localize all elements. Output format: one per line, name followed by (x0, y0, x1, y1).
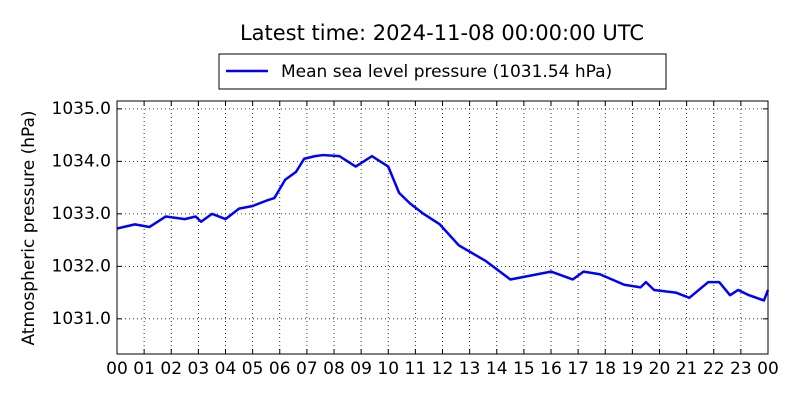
x-tick-label: 03 (188, 359, 210, 379)
x-tick-label: 00 (757, 359, 779, 379)
x-tick-label: 22 (703, 359, 725, 379)
x-tick-label: 11 (405, 359, 427, 379)
y-axis-label: Atmospheric pressure (hPa) (19, 110, 39, 345)
x-tick-label: 23 (730, 359, 752, 379)
x-tick-label: 10 (377, 359, 399, 379)
x-tick-label: 21 (676, 359, 698, 379)
x-tick-label: 14 (486, 359, 508, 379)
x-tick-label: 13 (459, 359, 481, 379)
x-tick-label: 05 (242, 359, 264, 379)
x-tick-label: 19 (622, 359, 644, 379)
x-tick-label: 12 (432, 359, 454, 379)
x-tick-label: 15 (513, 359, 535, 379)
x-tick-label: 01 (133, 359, 155, 379)
x-tick-label: 00 (106, 359, 128, 379)
x-tick-label: 02 (160, 359, 182, 379)
y-tick-label: 1034.0 (52, 151, 111, 171)
x-tick-label: 06 (269, 359, 291, 379)
x-tick-label: 17 (567, 359, 589, 379)
x-tick-label: 20 (649, 359, 671, 379)
x-tick-label: 16 (540, 359, 562, 379)
x-tick-label: 07 (296, 359, 318, 379)
y-tick-label: 1031.0 (52, 309, 111, 329)
data-line (116, 153, 770, 302)
x-tick-label: 08 (323, 359, 345, 379)
legend-box (218, 53, 667, 90)
y-tick-label: 1035.0 (52, 99, 111, 119)
x-tick-label: 18 (594, 359, 616, 379)
y-tick-label: 1033.0 (52, 204, 111, 224)
chart-title: Latest time: 2024-11-08 00:00:00 UTC (240, 21, 644, 45)
legend-label: Mean sea level pressure (1031.54 hPa) (281, 62, 612, 82)
plot-frame (116, 100, 769, 355)
x-tick-label: 04 (215, 359, 237, 379)
x-tick-label: 09 (350, 359, 372, 379)
y-tick-label: 1032.0 (52, 256, 111, 276)
